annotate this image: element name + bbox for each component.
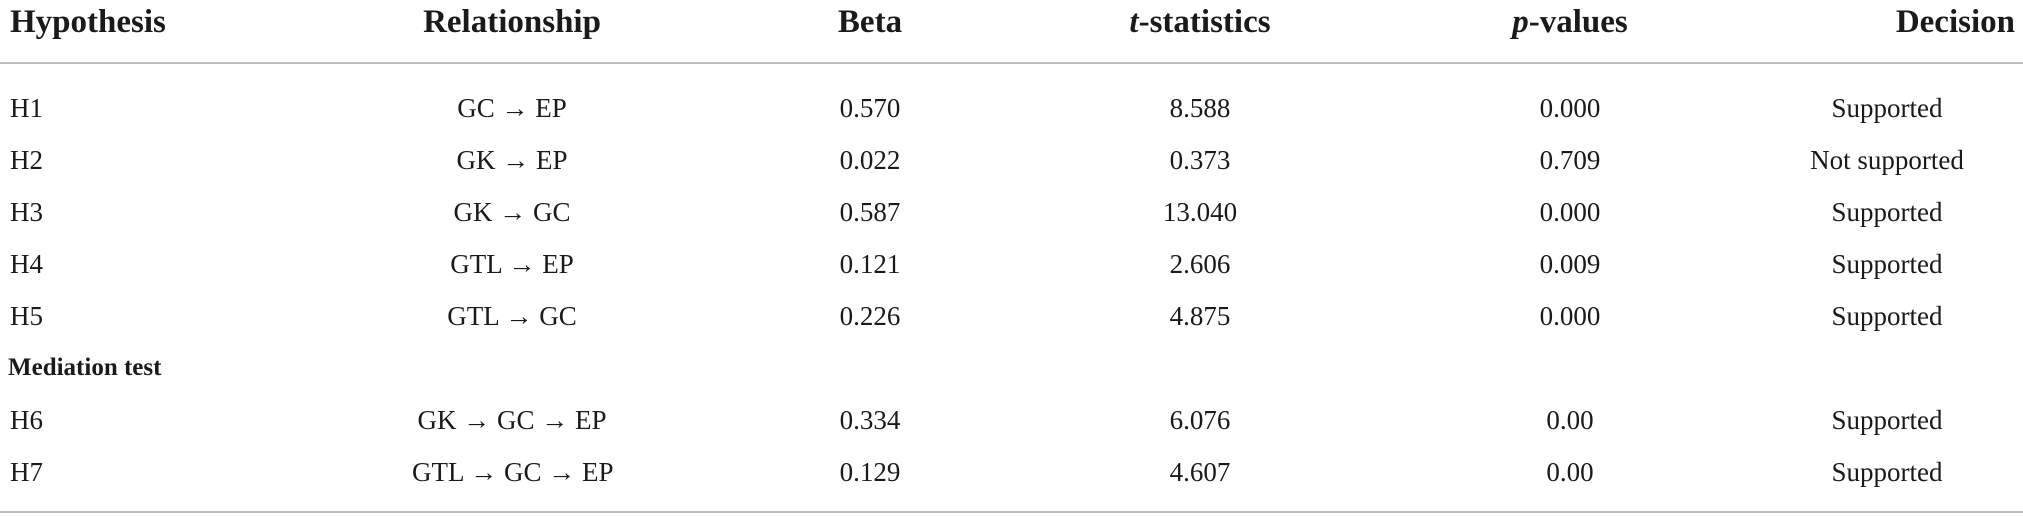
cell-t-statistic: 4.607 xyxy=(1169,457,1231,487)
cell-hypothesis: H3 xyxy=(10,197,43,227)
cell-hypothesis: H6 xyxy=(10,405,43,435)
cell-hypothesis: H1 xyxy=(10,93,43,123)
cell-p-value: 0.000 xyxy=(1539,93,1601,123)
table-row: H6 GK → GC → EP 0.334 6.076 0.00 Support… xyxy=(0,400,2023,440)
section-label: Mediation test xyxy=(8,354,162,381)
cell-relationship: GK → GC → EP xyxy=(417,405,607,435)
table-header-row: Hypothesis Relationship Beta t-statistic… xyxy=(0,2,2023,42)
table-row: H4 GTL → EP 0.121 2.606 0.009 Supported xyxy=(0,244,2023,284)
cell-decision: Supported xyxy=(1831,457,1943,487)
header-decision: Decision xyxy=(1895,4,2015,40)
cell-beta: 0.587 xyxy=(839,197,901,227)
table-row: H1 GC → EP 0.570 8.588 0.000 Supported xyxy=(0,88,2023,128)
header-hypothesis: Hypothesis xyxy=(10,4,166,40)
cell-t-statistic: 6.076 xyxy=(1169,405,1231,435)
header-divider xyxy=(0,62,2023,64)
cell-beta: 0.570 xyxy=(839,93,901,123)
header-p-values: p-values xyxy=(1450,2,1690,42)
cell-t-statistic: 0.373 xyxy=(1169,145,1231,175)
cell-p-value: 0.009 xyxy=(1539,249,1601,279)
cell-relationship: GK → GC xyxy=(453,197,571,227)
cell-beta: 0.129 xyxy=(839,457,901,487)
header-relationship: Relationship xyxy=(423,4,601,40)
header-t-statistics: t-statistics xyxy=(1080,2,1320,42)
cell-beta: 0.121 xyxy=(839,249,901,279)
cell-p-value: 0.709 xyxy=(1539,145,1601,175)
cell-beta: 0.334 xyxy=(839,405,901,435)
section-heading-mediation: Mediation test xyxy=(0,348,2023,388)
cell-p-value: 0.000 xyxy=(1539,197,1601,227)
cell-p-value: 0.000 xyxy=(1539,301,1601,331)
cell-decision: Not supported xyxy=(1810,145,1964,175)
header-p-italic: p xyxy=(1512,4,1529,40)
cell-hypothesis: H5 xyxy=(10,301,43,331)
cell-relationship: GK → EP xyxy=(456,145,568,175)
header-beta: Beta xyxy=(837,4,903,40)
cell-relationship: GTL → GC xyxy=(447,301,577,331)
cell-t-statistic: 13.040 xyxy=(1162,197,1238,227)
cell-beta: 0.226 xyxy=(839,301,901,331)
cell-p-value: 0.00 xyxy=(1546,457,1594,487)
table-row: H3 GK → GC 0.587 13.040 0.000 Supported xyxy=(0,192,2023,232)
cell-relationship: GTL → EP xyxy=(450,249,574,279)
cell-hypothesis: H2 xyxy=(10,145,43,175)
header-p-rest: -values xyxy=(1528,4,1628,40)
cell-t-statistic: 4.875 xyxy=(1169,301,1231,331)
table-row: H2 GK → EP 0.022 0.373 0.709 Not support… xyxy=(0,140,2023,180)
cell-hypothesis: H7 xyxy=(10,457,43,487)
header-t-rest: -statistics xyxy=(1138,4,1271,40)
cell-t-statistic: 2.606 xyxy=(1169,249,1231,279)
cell-decision: Supported xyxy=(1831,405,1943,435)
table-row: H5 GTL → GC 0.226 4.875 0.000 Supported xyxy=(0,296,2023,336)
cell-decision: Supported xyxy=(1831,93,1943,123)
cell-beta: 0.022 xyxy=(839,145,901,175)
cell-decision: Supported xyxy=(1831,197,1943,227)
table-row: H7 GTL → GC → EP 0.129 4.607 0.00 Suppor… xyxy=(0,452,2023,492)
header-t-italic: t xyxy=(1129,4,1139,40)
cell-relationship: GTL → GC → EP xyxy=(412,457,614,487)
bottom-rule xyxy=(0,511,2023,513)
cell-decision: Supported xyxy=(1831,249,1943,279)
cell-p-value: 0.00 xyxy=(1546,405,1594,435)
cell-hypothesis: H4 xyxy=(10,249,43,279)
cell-relationship: GC → EP xyxy=(457,93,567,123)
cell-t-statistic: 8.588 xyxy=(1169,93,1231,123)
cell-decision: Supported xyxy=(1831,301,1943,331)
